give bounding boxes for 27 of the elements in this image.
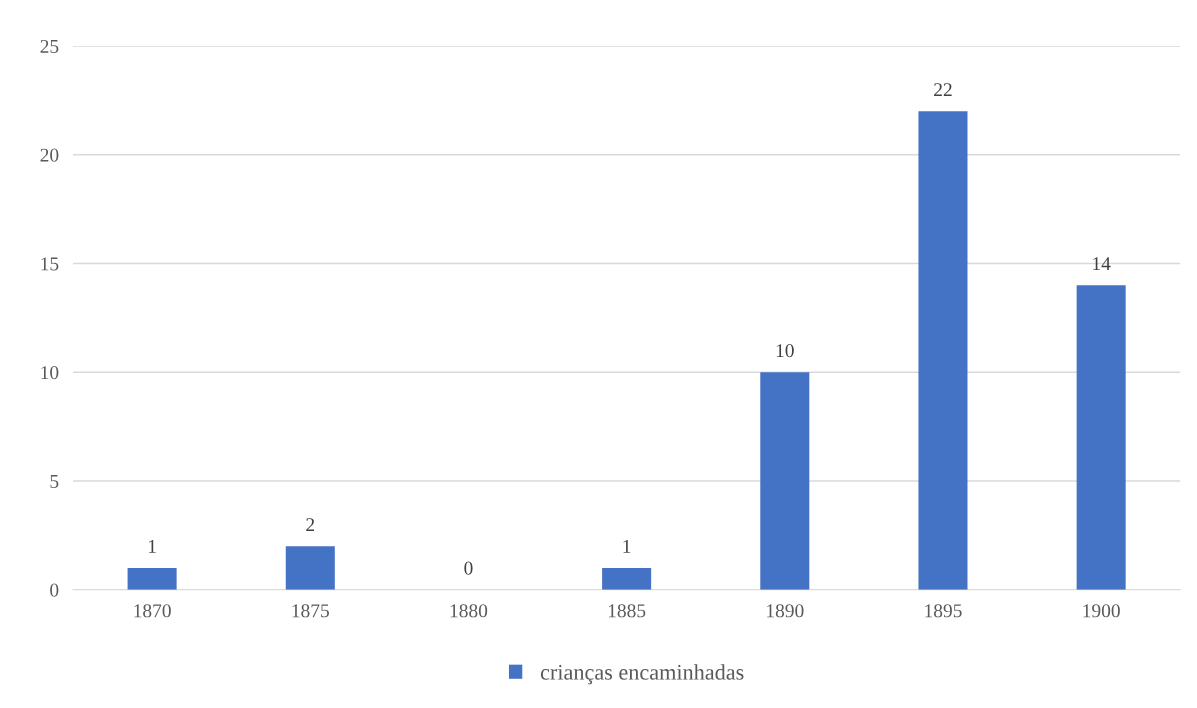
data-label: 1 xyxy=(148,539,156,553)
y-tick-label: 20 xyxy=(40,148,59,162)
y-tick-label: 25 xyxy=(40,39,59,53)
bar xyxy=(1076,285,1126,590)
y-tick-label: 0 xyxy=(50,583,59,597)
x-tick-label: 1900 xyxy=(1083,604,1120,618)
x-tick-label: 1885 xyxy=(608,604,646,618)
bar xyxy=(760,372,810,590)
data-label: 0 xyxy=(464,561,473,575)
y-tick-label: 15 xyxy=(41,257,59,271)
data-label: 14 xyxy=(1093,257,1111,271)
x-tick-label: 1875 xyxy=(292,604,329,618)
bar xyxy=(918,111,968,590)
x-tick-label: 1870 xyxy=(134,604,171,618)
data-label: 1 xyxy=(623,539,631,553)
bar xyxy=(127,568,177,590)
bar xyxy=(602,568,652,590)
data-label: 2 xyxy=(306,518,315,532)
data-label: 22 xyxy=(934,83,952,97)
x-tick-label: 1880 xyxy=(450,604,488,618)
legend-label: crianças encaminhadas xyxy=(540,664,744,685)
y-tick-label: 5 xyxy=(50,475,59,488)
data-label: 10 xyxy=(776,344,794,358)
bar xyxy=(285,546,335,590)
x-tick-label: 1895 xyxy=(925,604,962,618)
y-tick-label: 10 xyxy=(41,366,59,380)
x-tick-label: 1890 xyxy=(767,604,804,618)
